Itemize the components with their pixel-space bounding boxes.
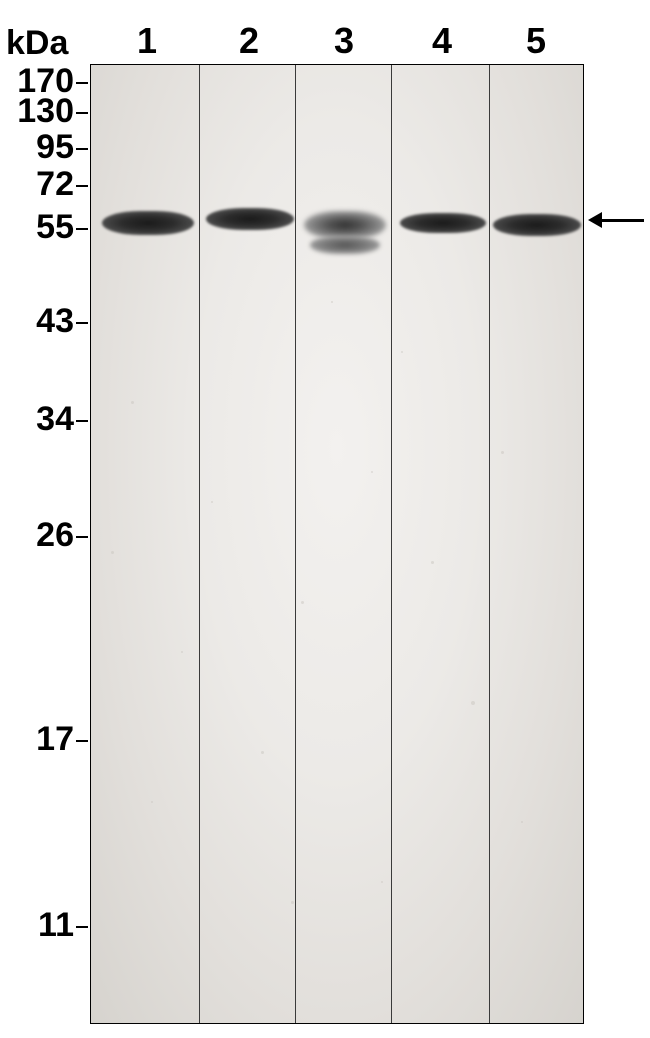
- marker-95: 95: [0, 128, 74, 167]
- noise-speck: [181, 651, 183, 653]
- marker-tick: [76, 228, 88, 230]
- noise-speck: [261, 751, 264, 754]
- marker-tick: [76, 420, 88, 422]
- marker-130: 130: [0, 92, 74, 131]
- marker-72: 72: [0, 165, 74, 204]
- lane-divider: [489, 65, 490, 1023]
- marker-tick: [76, 740, 88, 742]
- marker-55: 55: [0, 208, 74, 247]
- noise-speck: [151, 801, 153, 803]
- lane-label-3: 3: [334, 20, 354, 62]
- western-blot-figure: kDa 1 2 3 4 5 170 130 95 72 55 43 34 26 …: [0, 0, 650, 1038]
- band-lane-1: [102, 211, 194, 235]
- marker-tick: [76, 112, 88, 114]
- lane-divider: [391, 65, 392, 1023]
- noise-speck: [521, 821, 523, 823]
- noise-speck: [301, 601, 304, 604]
- noise-speck: [131, 401, 134, 404]
- marker-17: 17: [0, 720, 74, 759]
- band-lane-2: [206, 208, 294, 230]
- lane-label-4: 4: [432, 20, 452, 62]
- marker-43: 43: [0, 302, 74, 341]
- noise-speck: [381, 881, 383, 883]
- noise-speck: [431, 561, 434, 564]
- lane-label-2: 2: [239, 20, 259, 62]
- lane-divider: [199, 65, 200, 1023]
- noise-speck: [111, 551, 114, 554]
- marker-tick: [76, 185, 88, 187]
- noise-speck: [211, 501, 213, 503]
- band-lane-3-lower: [310, 236, 380, 254]
- noise-speck: [371, 471, 373, 473]
- marker-11: 11: [0, 906, 74, 945]
- blot-background: [91, 65, 583, 1023]
- marker-tick: [76, 148, 88, 150]
- lane-label-5: 5: [526, 20, 546, 62]
- target-arrow-line: [600, 219, 644, 222]
- noise-speck: [331, 301, 333, 303]
- noise-speck: [471, 701, 475, 705]
- blot-membrane: [90, 64, 584, 1024]
- kda-unit-label: kDa: [6, 24, 68, 63]
- marker-26: 26: [0, 516, 74, 555]
- marker-tick: [76, 82, 88, 84]
- target-arrow-head: [588, 212, 602, 228]
- lane-divider: [295, 65, 296, 1023]
- lane-label-1: 1: [137, 20, 157, 62]
- noise-speck: [501, 451, 504, 454]
- band-lane-4: [400, 213, 486, 233]
- band-lane-5: [493, 214, 581, 236]
- noise-speck: [291, 901, 294, 904]
- noise-speck: [401, 351, 403, 353]
- marker-tick: [76, 926, 88, 928]
- marker-34: 34: [0, 400, 74, 439]
- marker-tick: [76, 536, 88, 538]
- marker-tick: [76, 322, 88, 324]
- band-lane-3-main: [304, 211, 386, 239]
